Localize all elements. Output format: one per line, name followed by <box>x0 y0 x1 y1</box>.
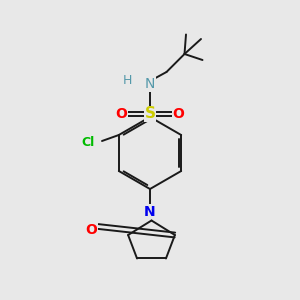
Text: O: O <box>172 107 184 121</box>
Text: N: N <box>144 205 156 218</box>
Text: O: O <box>85 223 98 236</box>
Text: N: N <box>145 77 155 91</box>
Text: Cl: Cl <box>82 136 95 149</box>
Text: H: H <box>123 74 132 88</box>
Text: O: O <box>116 107 128 121</box>
Text: S: S <box>145 106 155 122</box>
